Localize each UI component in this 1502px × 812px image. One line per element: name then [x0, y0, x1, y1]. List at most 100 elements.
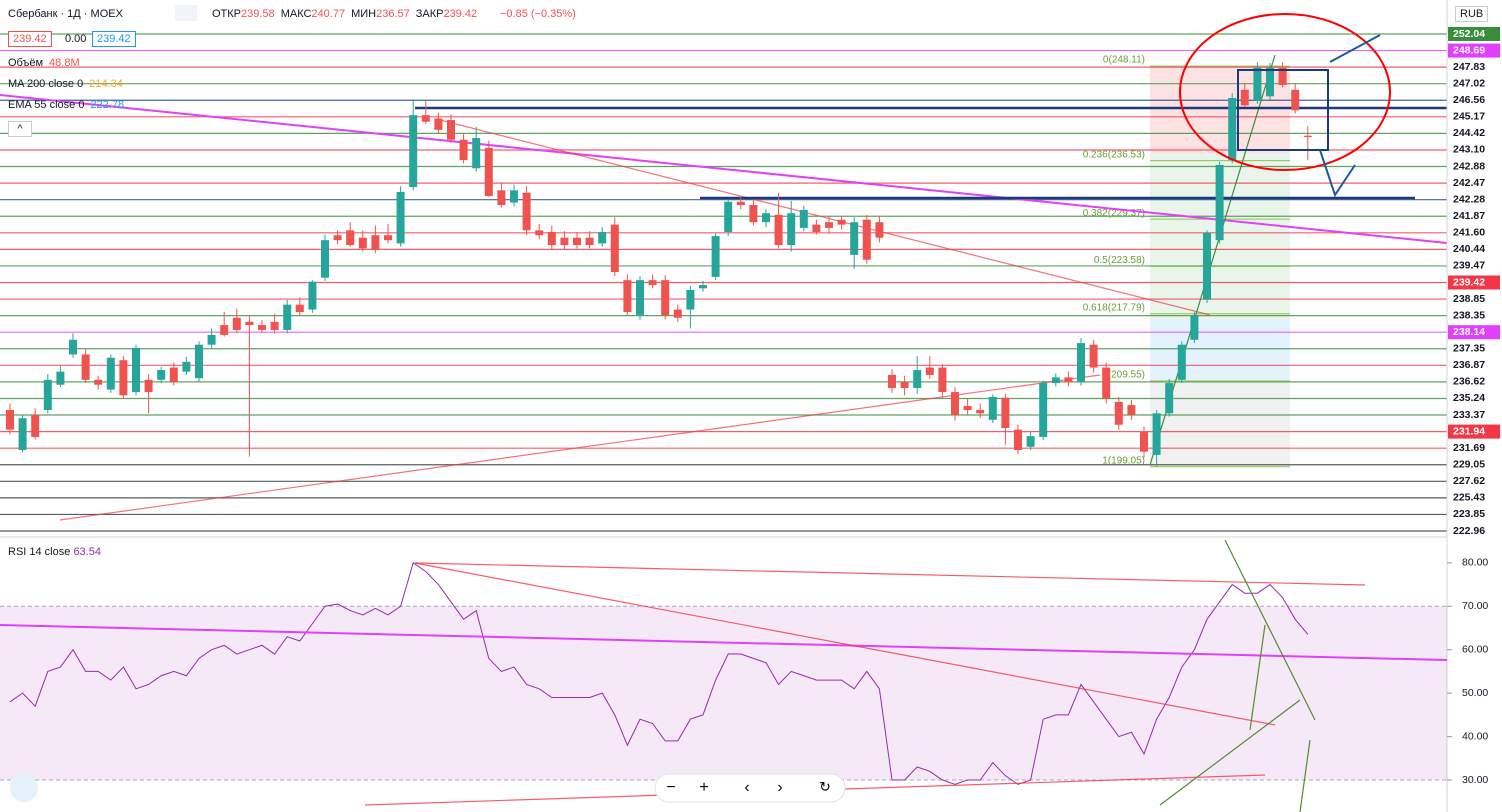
candle-body	[232, 317, 241, 330]
candle-body	[1291, 89, 1300, 111]
price-label: 223.85	[1453, 508, 1485, 520]
price-label: 231.94	[1453, 425, 1485, 437]
indicator-value: 214.34	[89, 78, 123, 90]
candle-body	[1001, 397, 1010, 428]
candle-body	[510, 190, 518, 203]
price-label: 239.42	[1453, 276, 1485, 288]
candle-body	[1051, 377, 1060, 384]
scroll-left[interactable]: ‹	[744, 779, 749, 796]
candle-body	[1152, 413, 1161, 455]
zoom-out[interactable]: −	[666, 779, 675, 796]
candle-body	[787, 213, 796, 246]
ask[interactable]: 239.42	[92, 31, 136, 47]
candle-body	[1278, 67, 1287, 85]
candle-body	[321, 240, 329, 278]
bid[interactable]: 239.42	[8, 31, 52, 47]
candle-body	[459, 139, 468, 161]
ohlc-value: 240.77	[311, 8, 346, 20]
fib-label: 0.618(217.79)	[1083, 302, 1145, 313]
candle-body	[81, 354, 90, 380]
price-label: 239.47	[1453, 260, 1485, 272]
candle-body	[1190, 315, 1199, 340]
currency[interactable]: RUB	[1455, 6, 1489, 22]
candle-body	[94, 379, 103, 385]
compare-button[interactable]	[175, 5, 197, 21]
candle-body	[434, 118, 443, 130]
ohlc-value: 239.42	[443, 8, 478, 20]
logo[interactable]	[10, 774, 38, 802]
price-label-box	[1448, 490, 1500, 505]
price-label-box	[1448, 424, 1500, 439]
candle-body	[270, 321, 279, 330]
reset[interactable]: ↻	[819, 779, 831, 795]
candle-body	[497, 190, 506, 206]
candle-body	[573, 237, 581, 246]
candle-body	[43, 379, 52, 411]
price-label-box	[1448, 341, 1500, 356]
y-tick-label: 80.00	[1462, 557, 1488, 569]
candle-body	[1303, 135, 1312, 138]
candle-body	[56, 371, 65, 385]
candle-body	[560, 237, 569, 246]
candle-body	[1064, 377, 1073, 383]
candle-body	[724, 201, 733, 232]
collapse[interactable]: ^	[8, 121, 32, 137]
indicator-legend: MA 200 close 0 214.34	[8, 78, 123, 90]
price-label-box	[1448, 374, 1500, 389]
price-label-box	[1448, 457, 1500, 472]
price-label-box	[1448, 292, 1500, 307]
candle-body	[648, 280, 657, 286]
candle-body	[888, 374, 896, 388]
candle-body	[1089, 344, 1098, 368]
candle-body	[686, 289, 695, 310]
trend-line	[59, 374, 1101, 521]
candle-body	[736, 201, 745, 206]
price-label: 236.62	[1453, 376, 1485, 388]
price-label-box	[1448, 474, 1500, 489]
candle-body	[207, 334, 216, 345]
candle-body	[976, 410, 985, 414]
price-label-box	[1448, 325, 1500, 340]
fib-label: 1(199.05)	[1102, 455, 1145, 466]
candle-body	[346, 230, 355, 246]
candle-body	[1266, 67, 1274, 97]
price-label-box	[1448, 142, 1500, 157]
candle-body	[825, 222, 833, 228]
price-label-box	[1448, 60, 1500, 75]
trend-line	[0, 624, 1448, 661]
symbol: Сбербанк · 1Д · MOEX	[8, 8, 123, 20]
price-label: 229.05	[1453, 459, 1485, 471]
candle-body	[585, 237, 594, 246]
candle-body	[711, 236, 720, 277]
price-label-box	[1448, 93, 1500, 108]
rsi-value: 63.54	[73, 546, 101, 558]
scroll-right[interactable]: ›	[777, 779, 782, 796]
ohlc-label: ЗАКР	[415, 8, 444, 20]
price-label: 238.14	[1453, 326, 1485, 338]
candle-body	[169, 367, 178, 383]
candle-body	[925, 367, 934, 375]
indicator-legend: Объём 48.8M	[8, 57, 80, 69]
candle-body	[1177, 344, 1186, 380]
candle-body	[409, 115, 418, 188]
price-label-box	[1448, 391, 1500, 406]
candle-body	[384, 235, 392, 241]
candle-body	[862, 219, 871, 260]
candle-body	[69, 339, 77, 355]
zoom-in[interactable]: +	[699, 779, 708, 796]
candle-body	[837, 219, 846, 225]
candle-body	[157, 370, 166, 380]
candle-body	[119, 360, 128, 396]
price-label: 245.17	[1453, 111, 1485, 123]
candle-body	[295, 304, 304, 313]
price-label: 225.43	[1453, 492, 1485, 504]
price-label-box	[1448, 408, 1500, 423]
price-label-box	[1448, 275, 1500, 290]
candle-body	[18, 418, 27, 451]
candle-body	[484, 147, 493, 197]
price-label: 241.60	[1453, 227, 1485, 239]
price-label: 242.28	[1453, 193, 1485, 205]
price-label: 247.83	[1453, 61, 1485, 73]
trend-line	[414, 562, 1276, 726]
candle-body	[1127, 405, 1136, 415]
